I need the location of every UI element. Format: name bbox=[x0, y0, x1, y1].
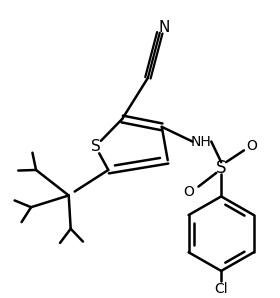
Text: S: S bbox=[216, 159, 227, 177]
Text: NH: NH bbox=[191, 134, 212, 148]
Text: Cl: Cl bbox=[214, 282, 228, 296]
Text: S: S bbox=[90, 139, 100, 154]
Text: O: O bbox=[246, 139, 257, 153]
Text: O: O bbox=[183, 184, 194, 198]
Text: N: N bbox=[158, 20, 169, 35]
